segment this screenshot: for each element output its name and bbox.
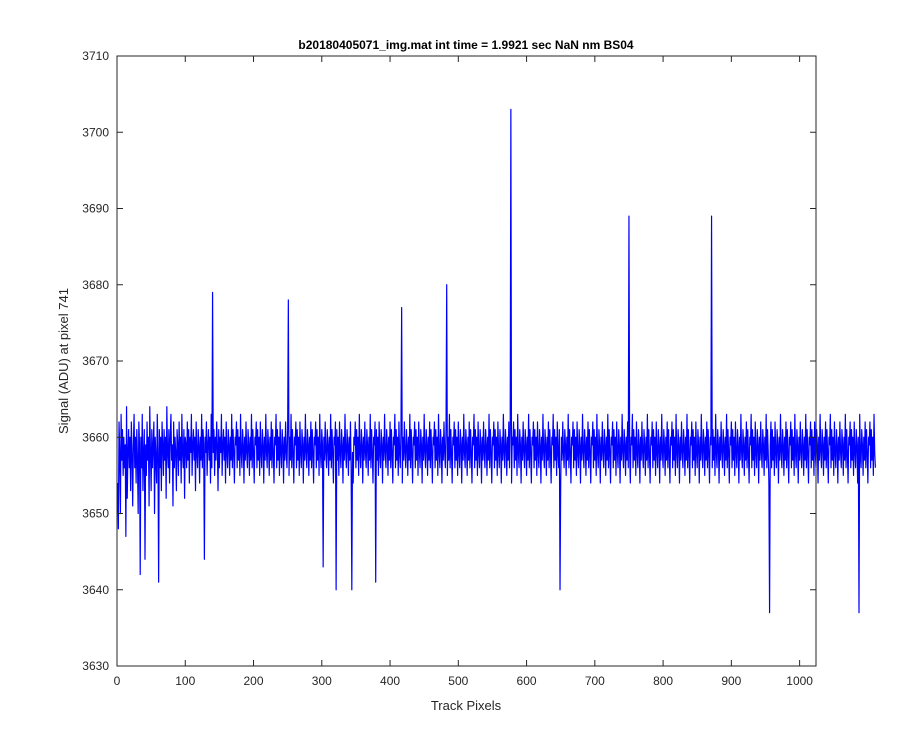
x-tick-label: 100 (175, 674, 195, 688)
y-tick-label: 3710 (82, 49, 109, 63)
x-tick-label: 900 (721, 674, 741, 688)
tick-layer: 0 100 200 300 400 500 600 700 800 900 1000 3630 3640… (82, 49, 816, 688)
y-tick-label: 3700 (82, 125, 109, 139)
chart-title: b20180405071_img.mat int time = 1.9921 s… (298, 38, 634, 52)
x-tick-label: 700 (585, 674, 605, 688)
x-tick-label: 1000 (786, 674, 813, 688)
y-tick-label: 3660 (82, 430, 109, 444)
series-layer (117, 108, 876, 614)
x-axis-label: Track Pixels (431, 698, 502, 713)
x-tick-label: 200 (244, 674, 264, 688)
y-tick-label: 3650 (82, 507, 109, 521)
x-tick-label: 400 (380, 674, 400, 688)
y-axis-label: Signal (ADU) at pixel 741 (56, 288, 71, 434)
y-tick-label: 3640 (82, 583, 109, 597)
series-line-0 (117, 108, 876, 614)
y-tick-label: 3630 (82, 659, 109, 673)
y-tick-label: 3690 (82, 202, 109, 216)
x-tick-label: 0 (114, 674, 121, 688)
x-tick-label: 600 (517, 674, 537, 688)
x-tick-label: 300 (312, 674, 332, 688)
x-tick-label: 800 (653, 674, 673, 688)
y-tick-label: 3680 (82, 278, 109, 292)
x-tick-label: 500 (448, 674, 468, 688)
plot-area (117, 56, 816, 666)
y-tick-label: 3670 (82, 354, 109, 368)
